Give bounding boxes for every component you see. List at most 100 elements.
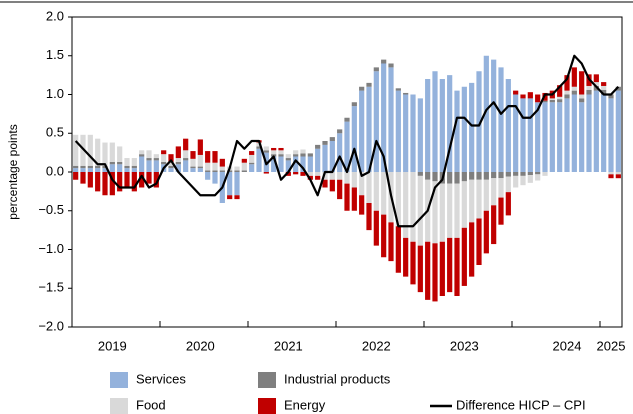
bar (73, 172, 79, 180)
bar (410, 241, 416, 285)
x-tick-label: 2025 (597, 338, 626, 353)
bar (571, 94, 577, 172)
bar (131, 165, 137, 169)
bar (491, 59, 497, 172)
x-tick-label: 2024 (553, 338, 582, 353)
bar (271, 154, 277, 157)
bar (300, 172, 306, 176)
bar (381, 59, 387, 64)
bar (505, 192, 511, 216)
bar (615, 90, 621, 172)
bar (329, 137, 335, 141)
bar (513, 175, 519, 188)
bar (337, 129, 343, 134)
bar (322, 141, 328, 145)
bar (241, 162, 247, 171)
bar (483, 179, 489, 211)
bar (425, 172, 431, 180)
bar (293, 156, 299, 172)
legend-swatch (258, 398, 276, 414)
bar (366, 172, 372, 203)
bar (381, 172, 387, 215)
bar (124, 165, 130, 169)
bar (432, 71, 438, 172)
y-tick-label: −1.5 (38, 280, 64, 295)
bar (557, 102, 563, 172)
bar (454, 237, 460, 296)
bar (153, 158, 159, 161)
bar (417, 98, 423, 172)
bar (278, 156, 284, 172)
bar (161, 161, 167, 165)
bar (615, 86, 621, 91)
bar (571, 67, 577, 87)
bar (249, 164, 255, 172)
bar (102, 172, 108, 196)
bar (447, 183, 453, 238)
y-tick-label: −0.5 (38, 202, 64, 217)
bar (527, 172, 533, 176)
bar (615, 172, 621, 175)
bar (95, 168, 101, 172)
bar (293, 154, 299, 157)
bar (271, 147, 277, 151)
bar (359, 86, 365, 91)
bar (307, 156, 313, 172)
bar (491, 205, 497, 245)
legend-swatch (110, 372, 128, 388)
bar (344, 172, 350, 184)
bar (542, 100, 548, 103)
bar (557, 85, 563, 97)
bar (161, 154, 167, 162)
bar (139, 156, 145, 172)
legend-label: Energy (284, 397, 326, 412)
bar (586, 89, 592, 95)
bar (564, 90, 570, 95)
bar (212, 151, 218, 163)
bar (190, 158, 196, 167)
bar (601, 94, 607, 172)
bar (498, 178, 504, 198)
bar (300, 156, 306, 172)
bar (87, 134, 93, 166)
bar (359, 172, 365, 196)
bar (447, 75, 453, 172)
bar (315, 172, 321, 176)
bar (249, 151, 255, 155)
bar (293, 172, 299, 175)
bar (381, 63, 387, 172)
bar (161, 150, 167, 155)
bar (388, 63, 394, 68)
y-tick-label: −2.0 (38, 318, 64, 333)
bar (212, 162, 218, 171)
bar (351, 187, 357, 211)
bar (359, 195, 365, 215)
bar (109, 142, 115, 162)
bar (549, 102, 555, 172)
bar (593, 90, 599, 172)
bar (183, 160, 189, 172)
legend-label: Services (136, 371, 186, 386)
bar (425, 241, 431, 300)
bar (593, 82, 599, 86)
bar (395, 88, 401, 91)
bar (395, 172, 401, 227)
bar (329, 179, 335, 192)
bar (432, 172, 438, 182)
bar (351, 102, 357, 107)
bar (197, 168, 203, 172)
bar (205, 172, 211, 180)
bar (461, 172, 467, 182)
bar (469, 222, 475, 277)
bar (373, 172, 379, 211)
bar (608, 94, 614, 99)
bar (146, 158, 152, 161)
bar (219, 170, 225, 172)
bar (175, 161, 181, 165)
x-tick-label: 2020 (186, 338, 215, 353)
bar (344, 183, 350, 211)
bar (117, 146, 123, 162)
bar (439, 183, 445, 242)
bar (549, 99, 555, 103)
bar (117, 161, 123, 165)
